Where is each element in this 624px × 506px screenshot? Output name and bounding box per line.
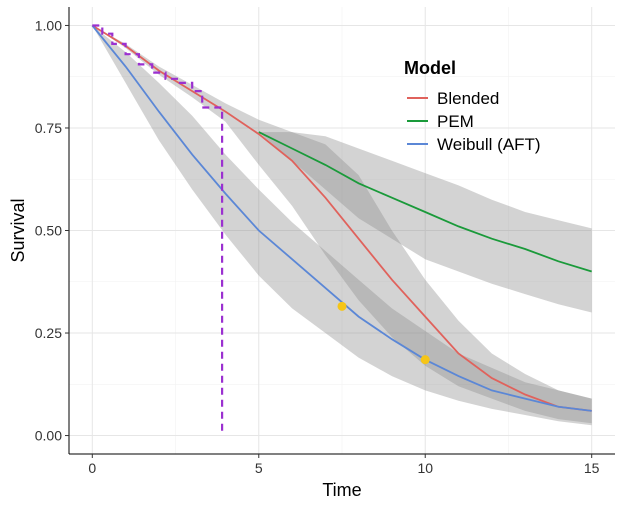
legend-label-pem: PEM — [437, 112, 474, 131]
y-tick-label: 1.00 — [35, 17, 62, 33]
y-tick-label: 0.25 — [35, 325, 62, 341]
kaplan-meier-line — [92, 24, 224, 436]
band-blended — [92, 25, 592, 424]
x-tick-label: 10 — [417, 460, 433, 476]
y-axis-ticks: 0.00 0.25 0.50 0.75 1.00 — [35, 17, 69, 444]
y-tick-label: 0.00 — [35, 428, 62, 444]
band-pem — [258, 132, 592, 313]
line-blended — [91, 24, 592, 412]
kaplan-meier-curve — [92, 24, 224, 436]
legend-label-weibull-aft: Weibull (AFT) — [437, 135, 541, 154]
legend: Model Blended PEM Weibull (AFT) — [404, 58, 541, 154]
y-tick-label: 0.50 — [35, 223, 62, 239]
x-tick-label: 5 — [255, 460, 263, 476]
marker-point — [337, 301, 347, 311]
x-tick-label: 0 — [88, 460, 96, 476]
x-axis-ticks: 0 5 10 15 — [88, 454, 600, 476]
x-tick-label: 15 — [584, 460, 600, 476]
line-pem — [258, 131, 592, 273]
confidence-bands — [92, 25, 592, 426]
grid-major — [69, 7, 615, 454]
legend-label-blended: Blended — [437, 89, 499, 108]
y-axis-title: Survival — [8, 198, 28, 262]
x-axis-title: Time — [322, 480, 361, 500]
y-tick-label: 0.75 — [35, 120, 62, 136]
marker-points — [337, 301, 430, 365]
legend-title: Model — [404, 58, 456, 78]
marker-point — [420, 355, 430, 365]
